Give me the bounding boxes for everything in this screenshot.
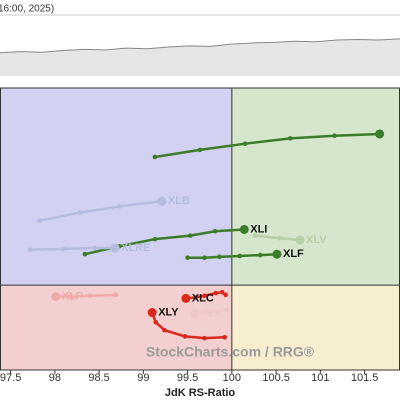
trail-dot — [287, 136, 293, 141]
trail-dot — [252, 233, 258, 238]
trail-dot — [152, 236, 158, 242]
trail-dot — [152, 154, 158, 160]
trail — [152, 129, 385, 160]
trail-line — [187, 252, 278, 259]
trail-dot — [257, 252, 263, 258]
trail-dot — [77, 210, 82, 215]
trail-line — [154, 132, 380, 159]
trail-dot — [332, 133, 337, 139]
x-tick-label: 98.5 — [88, 372, 109, 384]
trail-head — [110, 243, 120, 253]
trail-dot — [113, 292, 119, 298]
trail-dot — [223, 292, 228, 298]
trail: XLP — [51, 291, 119, 303]
x-tick-label: 97.5 — [0, 372, 21, 384]
x-tick-label: 100 — [223, 372, 241, 384]
trail-head — [190, 308, 200, 318]
quadrant-lagging — [0, 285, 232, 370]
trail: XLF — [185, 248, 304, 260]
quadrant-leading — [231, 88, 400, 286]
trail: XLY — [147, 306, 228, 341]
trail-line — [55, 293, 116, 298]
trail-head — [239, 224, 249, 234]
series-label: XLF — [283, 248, 304, 260]
subtitle: 16:00, 2025) — [0, 4, 54, 15]
trail-head — [181, 293, 191, 303]
trail-dot — [202, 293, 207, 299]
trail-dot — [202, 255, 207, 261]
quadrant-improving — [0, 88, 232, 286]
x-tick-label: 98 — [49, 372, 61, 384]
trail-dot — [37, 218, 43, 223]
trail-head — [375, 129, 385, 139]
trail-dot — [237, 253, 243, 259]
series-label: XLB — [168, 195, 190, 207]
x-tick-label: 99.5 — [177, 372, 198, 384]
x-tick-label: 101.5 — [351, 372, 379, 384]
trail: XLB — [37, 195, 190, 223]
x-tick-label: 100.5 — [262, 372, 290, 384]
trail-head — [157, 196, 167, 206]
trail-dot — [187, 233, 193, 238]
trail-head — [272, 249, 282, 259]
trail-dot — [82, 251, 88, 257]
trail-dot — [68, 294, 74, 299]
trail-dot — [219, 289, 225, 295]
x-axis-title: JdK RS-Ratio — [165, 387, 236, 399]
trail-dot — [185, 255, 190, 261]
trail-line — [30, 246, 116, 252]
trail-dot — [162, 327, 167, 333]
series-label: XLP — [62, 291, 83, 303]
watermark: StockCharts.com / RRG® — [146, 344, 315, 360]
trail-dot — [182, 334, 188, 339]
benchmark-area — [0, 38, 400, 76]
trail-dot — [217, 254, 222, 260]
trail-dot — [87, 293, 93, 299]
trail: XLK — [190, 307, 229, 319]
x-tick-label: 101 — [311, 372, 329, 384]
trail-dot — [193, 295, 198, 300]
trail-head — [51, 292, 61, 302]
trail-dot — [27, 247, 33, 253]
trail: XLRE — [27, 242, 150, 254]
trail: XLV — [252, 233, 327, 246]
trail-dot — [277, 235, 282, 241]
x-tick-label: 99 — [137, 372, 149, 384]
trail-dot — [207, 309, 213, 314]
series-label: XLRE — [121, 242, 150, 254]
trail-head — [147, 308, 157, 318]
trail-dot — [117, 204, 122, 209]
benchmark-line — [0, 38, 400, 54]
trail-dot — [197, 147, 203, 153]
series-label: XLK — [201, 307, 223, 319]
trail-dot — [213, 290, 219, 296]
trail-dot — [202, 335, 207, 341]
series-label: XLV — [306, 234, 327, 246]
trail-line — [39, 199, 163, 222]
series-label: XLY — [158, 306, 179, 318]
series-label: XLC — [192, 292, 214, 304]
trail-dot — [61, 246, 67, 252]
trail-head — [295, 235, 305, 245]
trail: XLC — [181, 289, 228, 304]
trail-dot — [92, 245, 97, 251]
trail-dot — [242, 141, 248, 146]
quadrant-weakening — [231, 285, 400, 370]
trail-dot — [212, 228, 218, 234]
trail-dot — [224, 307, 229, 313]
series-label: XLI — [250, 223, 267, 235]
trail-dot — [222, 334, 228, 340]
trail-dot — [153, 319, 159, 325]
